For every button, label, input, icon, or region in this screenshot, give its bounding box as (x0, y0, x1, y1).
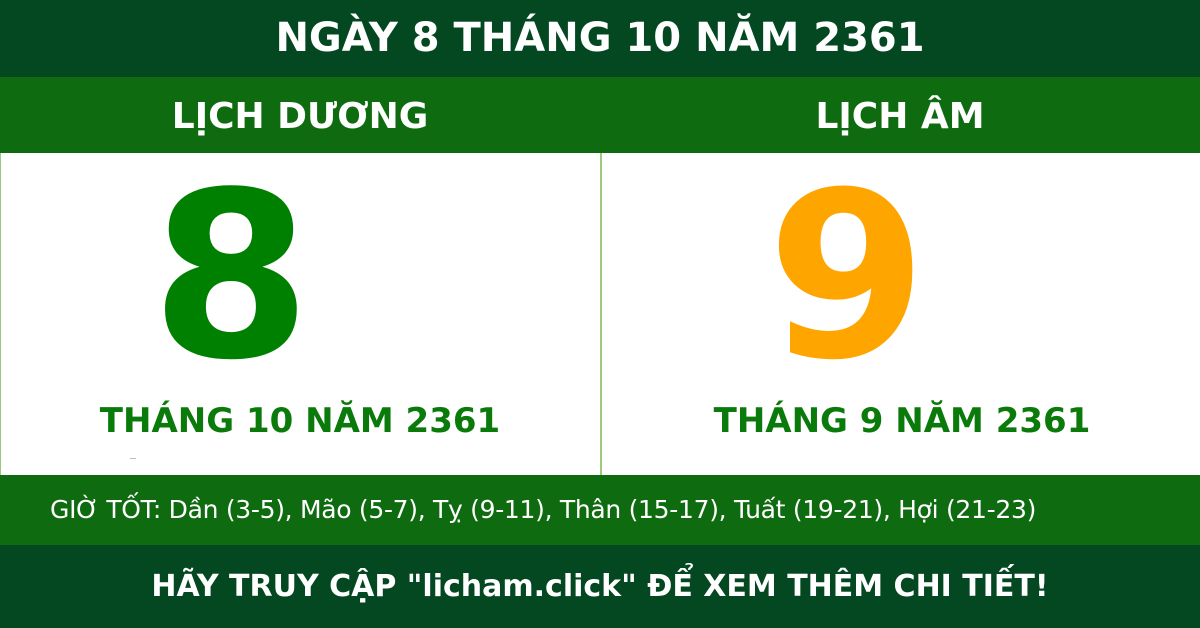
lunar-panel: 9 THÁNG 9 NĂM 2361 (600, 153, 1200, 475)
solar-heading: LỊCH DƯƠNG (171, 96, 429, 137)
footer-cta: HÃY TRUY CẬP "licham.click" ĐỂ XEM THÊM … (0, 545, 1200, 628)
solar-panel: 8 THÁNG 10 NĂM 2361 (0, 153, 600, 475)
good-hours: GIỜ TỐT: Dần (3-5), Mão (5-7), Tỵ (9-11)… (0, 475, 1200, 545)
lunar-day: 9 (767, 144, 928, 411)
solar-month-year: THÁNG 10 NĂM 2361 (99, 401, 501, 441)
solar-day: 8 (151, 144, 312, 411)
column-headings: LỊCH DƯƠNG LỊCH ÂM (0, 77, 1200, 153)
lunar-heading: LỊCH ÂM (815, 96, 985, 137)
lunar-month-year: THÁNG 9 NĂM 2361 (713, 401, 1091, 441)
divider (130, 458, 136, 459)
page-title: NGÀY 8 THÁNG 10 NĂM 2361 (0, 0, 1200, 77)
